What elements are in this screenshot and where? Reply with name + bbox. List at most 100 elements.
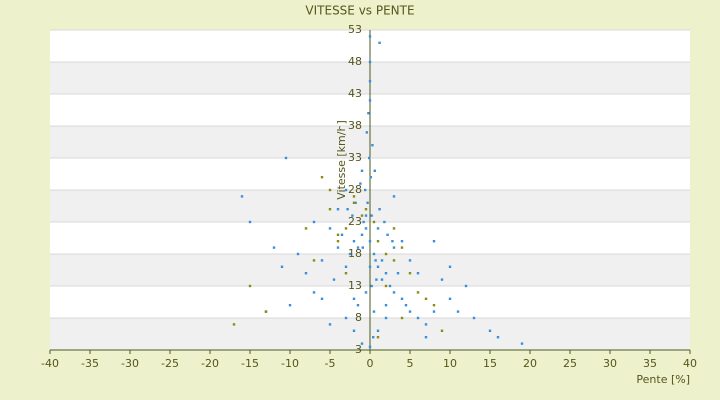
point xyxy=(361,246,364,249)
point xyxy=(400,246,404,249)
x-tick-label: -20 xyxy=(201,357,219,370)
point xyxy=(376,265,380,268)
point xyxy=(368,156,371,160)
point xyxy=(328,208,332,211)
point xyxy=(372,220,376,224)
point xyxy=(383,220,386,224)
x-tick-label: -10 xyxy=(281,357,299,370)
point xyxy=(375,278,378,281)
point xyxy=(388,284,392,288)
point xyxy=(368,60,372,64)
point xyxy=(408,310,412,313)
x-tick-label: 5 xyxy=(407,357,414,370)
point xyxy=(359,182,362,185)
y-tick-label: 33 xyxy=(348,151,362,164)
x-axis-title: Pente [%] xyxy=(636,373,690,386)
point xyxy=(371,144,374,147)
point xyxy=(366,201,369,204)
point xyxy=(448,265,452,268)
y-tick-label: 28 xyxy=(348,183,362,196)
point xyxy=(440,278,444,281)
point xyxy=(296,252,300,256)
point xyxy=(378,208,381,211)
point xyxy=(344,316,348,320)
point xyxy=(360,169,364,172)
point xyxy=(288,304,292,307)
chart-title: VITESSE vs PENTE xyxy=(305,4,414,18)
point xyxy=(348,252,352,256)
point xyxy=(408,259,412,262)
point xyxy=(368,240,372,243)
point xyxy=(368,80,372,83)
point xyxy=(376,227,380,230)
point xyxy=(373,169,376,172)
point xyxy=(386,233,389,236)
point xyxy=(320,297,324,300)
point xyxy=(368,345,372,348)
point xyxy=(370,284,373,288)
point xyxy=(448,297,452,300)
y-tick-label: 38 xyxy=(348,119,362,132)
point xyxy=(456,310,460,313)
point xyxy=(304,227,308,230)
x-tick-label: 10 xyxy=(443,357,457,370)
point xyxy=(360,233,364,236)
x-tick-label: 20 xyxy=(523,357,537,370)
point xyxy=(496,336,500,339)
y-axis-title: Vitesse [km/h] xyxy=(335,120,348,200)
point xyxy=(392,259,396,262)
x-tick-label: 0 xyxy=(367,357,374,370)
y-tick-label: 23 xyxy=(348,215,362,228)
point xyxy=(364,227,368,230)
point xyxy=(346,208,349,211)
point xyxy=(248,284,252,288)
point xyxy=(392,227,396,230)
point xyxy=(248,220,252,224)
point xyxy=(356,246,360,249)
point xyxy=(374,259,377,262)
point xyxy=(320,259,324,262)
point xyxy=(364,208,368,211)
point xyxy=(472,316,476,320)
point xyxy=(354,201,357,204)
point xyxy=(369,176,372,179)
point xyxy=(328,227,332,230)
x-tick-label: -25 xyxy=(161,357,179,370)
x-tick-label: -15 xyxy=(241,357,259,370)
x-tick-label: -5 xyxy=(325,357,336,370)
x-tick-label: 35 xyxy=(643,357,657,370)
point xyxy=(336,233,340,236)
point xyxy=(365,131,368,134)
point xyxy=(368,35,372,38)
x-tick-label: -40 xyxy=(41,357,59,370)
point xyxy=(240,195,244,198)
point xyxy=(400,297,404,300)
point xyxy=(464,284,468,288)
y-tick-label: 48 xyxy=(348,55,362,68)
point xyxy=(392,291,396,294)
point xyxy=(312,220,316,224)
x-tick-label: -35 xyxy=(81,357,99,370)
point xyxy=(416,272,420,275)
y-tick-label: 13 xyxy=(348,279,362,292)
point xyxy=(424,323,428,326)
point xyxy=(372,336,375,339)
x-tick-label: 15 xyxy=(483,357,497,370)
point xyxy=(328,323,332,326)
point xyxy=(391,240,394,243)
point xyxy=(520,342,524,345)
point xyxy=(312,259,316,262)
point xyxy=(352,329,356,332)
point xyxy=(344,188,348,192)
x-tick-label: -30 xyxy=(121,357,139,370)
point xyxy=(340,233,344,236)
point xyxy=(368,99,372,102)
point xyxy=(384,252,388,256)
point xyxy=(408,272,412,275)
point xyxy=(368,265,372,268)
point xyxy=(320,176,324,179)
point xyxy=(370,214,373,217)
point xyxy=(372,252,376,256)
point xyxy=(404,304,408,307)
